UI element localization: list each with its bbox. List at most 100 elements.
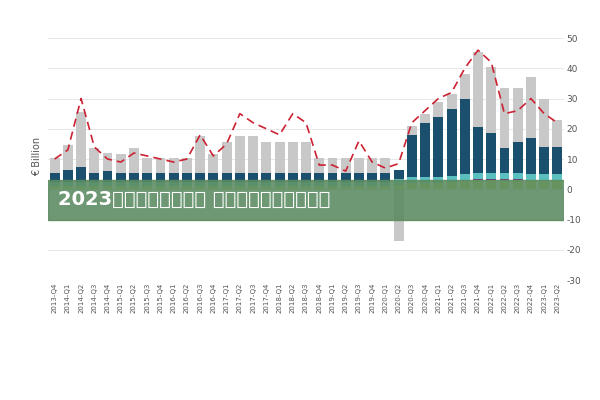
Bar bbox=[116, 182, 126, 186]
Bar bbox=[155, 158, 166, 173]
Bar bbox=[486, 133, 496, 173]
Bar bbox=[288, 182, 298, 186]
Bar bbox=[433, 102, 443, 117]
Bar bbox=[380, 173, 391, 182]
Bar bbox=[513, 88, 523, 142]
Bar bbox=[394, 185, 404, 189]
Bar bbox=[328, 182, 337, 186]
Bar bbox=[288, 142, 298, 173]
Bar bbox=[248, 173, 258, 182]
Bar bbox=[275, 186, 284, 189]
Bar bbox=[275, 142, 284, 173]
Bar bbox=[48, 180, 564, 220]
Bar bbox=[473, 127, 483, 173]
Bar bbox=[420, 114, 430, 123]
Bar bbox=[248, 136, 258, 173]
Bar bbox=[235, 136, 245, 173]
Bar bbox=[420, 177, 430, 183]
Bar bbox=[103, 171, 113, 182]
Bar bbox=[76, 182, 86, 186]
Bar bbox=[446, 94, 457, 109]
Bar bbox=[301, 182, 311, 186]
Bar bbox=[499, 148, 509, 173]
Bar bbox=[341, 158, 350, 173]
Bar bbox=[63, 146, 73, 170]
Bar bbox=[116, 154, 126, 173]
Bar bbox=[499, 88, 509, 148]
Bar bbox=[195, 182, 205, 186]
Bar bbox=[460, 98, 470, 174]
Bar bbox=[526, 180, 536, 189]
Bar bbox=[208, 154, 218, 173]
Bar bbox=[129, 173, 139, 182]
Bar bbox=[499, 180, 509, 189]
Bar bbox=[433, 117, 443, 177]
Bar bbox=[539, 98, 549, 147]
Bar bbox=[473, 173, 483, 179]
Bar bbox=[301, 173, 311, 182]
Bar bbox=[89, 186, 99, 189]
Bar bbox=[248, 186, 258, 189]
Bar bbox=[314, 158, 324, 173]
Bar bbox=[367, 186, 377, 189]
Bar bbox=[182, 186, 192, 189]
Bar bbox=[262, 142, 271, 173]
Bar bbox=[208, 173, 218, 182]
Bar bbox=[499, 173, 509, 179]
Bar bbox=[473, 52, 483, 127]
Bar bbox=[460, 174, 470, 180]
Bar bbox=[314, 182, 324, 186]
Bar bbox=[526, 174, 536, 180]
Bar bbox=[182, 173, 192, 182]
Bar bbox=[155, 182, 166, 186]
Bar bbox=[155, 186, 166, 189]
Bar bbox=[262, 182, 271, 186]
Bar bbox=[380, 186, 391, 189]
Bar bbox=[116, 173, 126, 182]
Bar bbox=[407, 177, 417, 183]
Bar bbox=[182, 182, 192, 186]
Bar bbox=[380, 158, 391, 173]
Bar bbox=[513, 173, 523, 179]
Bar bbox=[142, 158, 152, 173]
Bar bbox=[195, 173, 205, 182]
Bar bbox=[460, 74, 470, 98]
Bar bbox=[63, 186, 73, 189]
Y-axis label: € Billion: € Billion bbox=[32, 136, 43, 176]
Bar bbox=[354, 186, 364, 189]
Bar bbox=[89, 148, 99, 173]
Bar bbox=[420, 183, 430, 189]
Bar bbox=[407, 183, 417, 189]
Bar bbox=[486, 179, 496, 180]
Bar bbox=[63, 182, 73, 186]
Bar bbox=[142, 173, 152, 182]
Bar bbox=[169, 158, 179, 173]
Bar bbox=[328, 186, 337, 189]
Bar bbox=[446, 182, 457, 189]
Bar bbox=[129, 182, 139, 186]
Bar bbox=[235, 186, 245, 189]
Bar bbox=[235, 182, 245, 186]
Bar bbox=[341, 182, 350, 186]
Bar bbox=[433, 183, 443, 189]
Bar bbox=[169, 186, 179, 189]
Bar bbox=[394, 179, 404, 185]
Bar bbox=[50, 182, 59, 186]
Bar bbox=[50, 173, 59, 182]
Bar bbox=[486, 173, 496, 179]
Bar bbox=[301, 186, 311, 189]
Bar bbox=[539, 174, 549, 180]
Bar bbox=[420, 123, 430, 177]
Bar bbox=[341, 173, 350, 182]
Bar bbox=[553, 120, 562, 147]
Bar bbox=[407, 135, 417, 177]
Bar bbox=[248, 182, 258, 186]
Bar bbox=[221, 186, 232, 189]
Bar bbox=[553, 180, 562, 189]
Bar bbox=[354, 158, 364, 173]
Bar bbox=[513, 142, 523, 173]
Bar bbox=[63, 170, 73, 182]
Bar bbox=[433, 177, 443, 183]
Bar bbox=[221, 182, 232, 186]
Bar bbox=[301, 142, 311, 173]
